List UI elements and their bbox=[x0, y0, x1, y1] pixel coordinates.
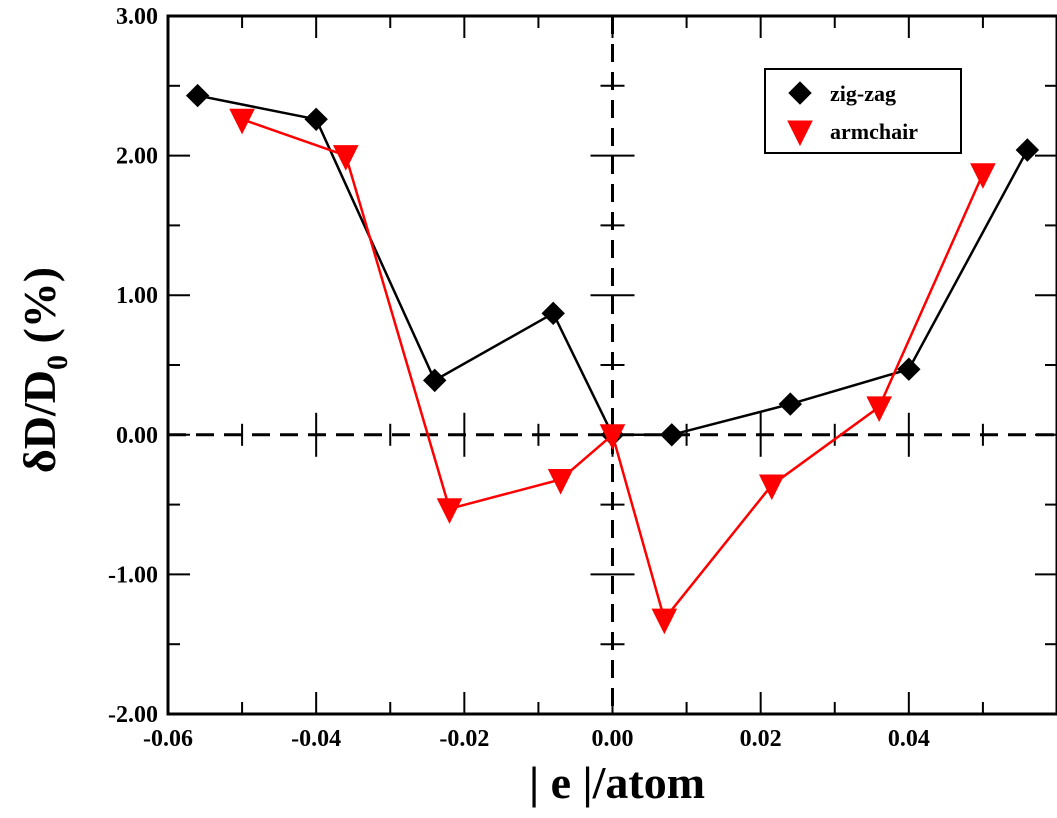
x-tick-label: 0.04 bbox=[888, 726, 930, 752]
marker-diamond bbox=[541, 301, 565, 326]
marker-triangle-down bbox=[599, 424, 626, 450]
marker-triangle-down bbox=[787, 120, 813, 147]
legend-entries: zig-zag armchair bbox=[787, 81, 918, 147]
marker-diamond bbox=[185, 83, 210, 108]
marker-triangle-down bbox=[229, 108, 255, 135]
y-axis-title-subscript: 0 bbox=[41, 355, 74, 370]
marker-triangle-down bbox=[758, 474, 785, 501]
marker-triangle-down bbox=[547, 468, 574, 495]
legend-entry-armchair: armchair bbox=[787, 119, 918, 147]
series-armchair bbox=[229, 108, 996, 635]
y-tick-label: 2.00 bbox=[116, 144, 158, 170]
series-layer bbox=[185, 83, 1040, 635]
marker-triangle-down bbox=[436, 498, 463, 524]
marker-diamond bbox=[304, 107, 328, 132]
tick-labels: -0.06 -0.04 -0.02 0.00 0.02 0.04 -2.00 -1.00 0.0… bbox=[108, 4, 930, 752]
x-tick-label: 0.02 bbox=[740, 726, 782, 752]
y-tick-label: -1.00 bbox=[108, 562, 158, 588]
x-tick-label: 0.00 bbox=[592, 726, 634, 752]
marker-triangle-down bbox=[332, 145, 359, 171]
plot-frame bbox=[166, 14, 1057, 716]
x-axis-title: | e |/atom bbox=[529, 757, 705, 808]
y-tick-label: 1.00 bbox=[116, 283, 158, 309]
y-tick-label: 0.00 bbox=[116, 423, 158, 449]
marker-diamond bbox=[778, 392, 803, 416]
marker-diamond bbox=[422, 368, 447, 393]
marker-triangle-down bbox=[970, 163, 996, 189]
x-tick-label: -0.06 bbox=[143, 726, 193, 752]
legend-entry-zig-zag: zig-zag bbox=[788, 81, 896, 106]
y-tick-label: -2.00 bbox=[108, 702, 158, 728]
marker-diamond bbox=[1015, 138, 1040, 162]
marker-diamond bbox=[660, 423, 684, 447]
y-axis-title-suffix: (%) bbox=[14, 267, 65, 355]
legend-label: armchair bbox=[830, 119, 918, 144]
legend: zig-zag armchair bbox=[764, 68, 962, 154]
x-tick-label: -0.04 bbox=[291, 726, 341, 752]
x-tick-label: -0.02 bbox=[439, 726, 489, 752]
marker-diamond bbox=[897, 357, 921, 381]
y-axis-title: δD/D0 (%) bbox=[14, 267, 74, 473]
y-axis-title-main: δD/D bbox=[14, 370, 65, 473]
marker-triangle-down bbox=[651, 608, 678, 635]
legend-label: zig-zag bbox=[830, 81, 896, 106]
marker-diamond bbox=[788, 81, 812, 105]
y-tick-label: 3.00 bbox=[116, 4, 158, 30]
marker-triangle-down bbox=[866, 396, 893, 422]
